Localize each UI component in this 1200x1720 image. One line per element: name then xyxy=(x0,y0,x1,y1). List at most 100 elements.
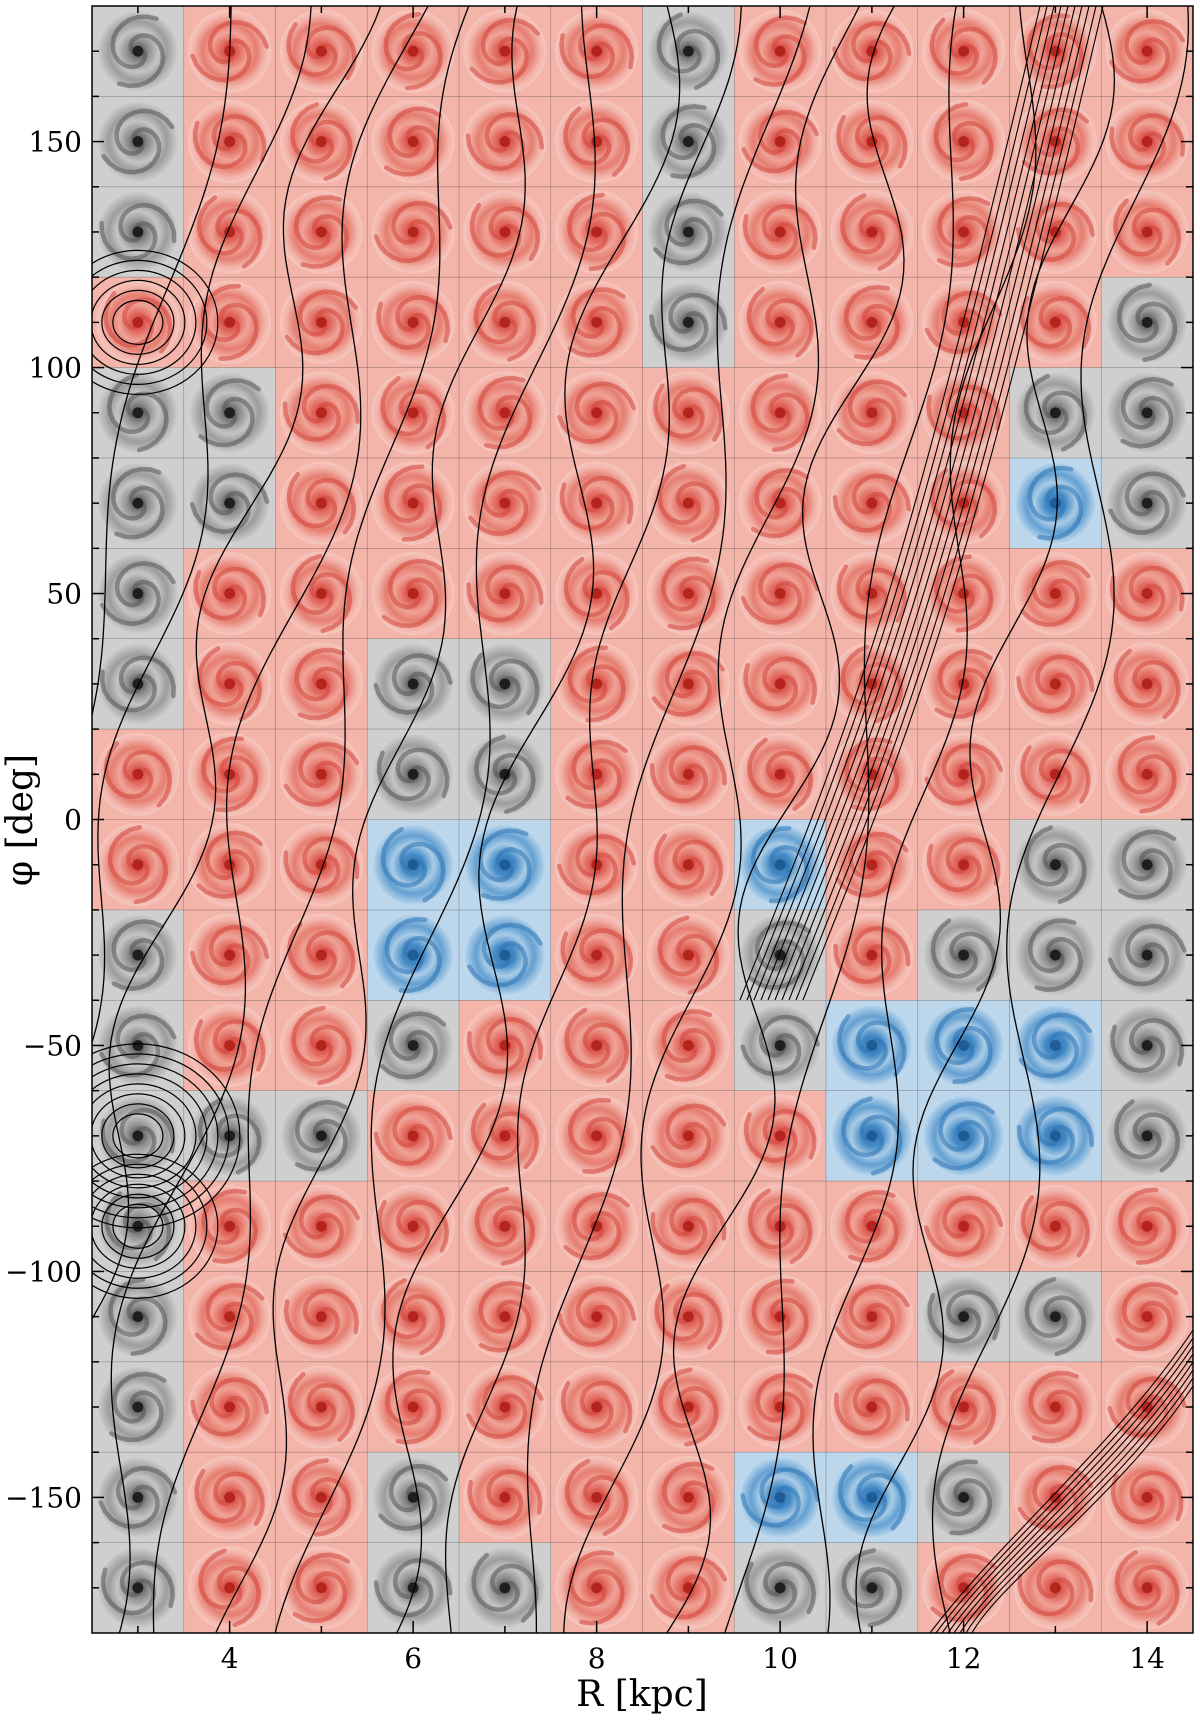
contour-line xyxy=(953,1361,1193,1633)
contour-line xyxy=(941,1345,1193,1633)
heatmap-cell xyxy=(1009,819,1102,910)
heatmap-cell xyxy=(183,729,276,820)
heatmap-cell xyxy=(917,638,1010,730)
heatmap-cell xyxy=(275,1271,368,1362)
contour-lines xyxy=(92,6,1193,1633)
contour-line xyxy=(92,1153,219,1299)
heatmap-cell xyxy=(917,1452,1010,1543)
heatmap-cell xyxy=(550,6,643,97)
heatmap-cell xyxy=(642,1181,735,1272)
heatmap-cell xyxy=(92,367,184,458)
heatmap-cell xyxy=(1009,1000,1102,1091)
y-tick-label: −150 xyxy=(5,1481,82,1514)
heatmap-cell xyxy=(550,909,643,1001)
contour-line xyxy=(774,6,1076,1001)
heatmap-cell xyxy=(367,277,459,368)
heatmap-cell xyxy=(826,96,918,187)
contour-line xyxy=(92,1083,197,1189)
contour-line xyxy=(959,1369,1193,1633)
heatmap-cell xyxy=(550,1361,643,1453)
heatmap-cell xyxy=(367,96,459,187)
contour-line xyxy=(92,279,186,365)
x-axis-label: R [kpc] xyxy=(576,1674,708,1715)
heatmap-cell xyxy=(459,367,551,458)
heatmap-cell xyxy=(459,548,551,639)
heatmap-cell xyxy=(826,819,918,910)
contour-line xyxy=(931,6,1189,1633)
contour-line xyxy=(92,1093,186,1179)
heatmap-cell xyxy=(917,819,1010,910)
heatmap-cell xyxy=(642,367,735,458)
heatmap-cell xyxy=(1009,186,1102,278)
heatmap-cell xyxy=(642,277,735,368)
heatmap-cell xyxy=(550,729,643,820)
heatmap-cell xyxy=(1101,277,1193,368)
heatmap-cell xyxy=(734,186,826,278)
heatmap-cell xyxy=(734,457,826,549)
heatmap-cell xyxy=(1009,457,1102,549)
heatmap-cell xyxy=(642,909,735,1001)
heatmap-cell xyxy=(92,186,184,278)
heatmap-cell xyxy=(1101,457,1193,549)
heatmap-cell xyxy=(826,457,918,549)
heatmap-cell xyxy=(642,1542,735,1633)
heatmap-cell xyxy=(826,1000,918,1091)
heatmap-cell xyxy=(642,6,735,97)
contour-line xyxy=(274,6,596,1633)
heatmap-cell xyxy=(459,729,551,820)
heatmap-cell xyxy=(367,6,459,97)
heatmap-cell xyxy=(92,277,184,368)
heatmap-cell xyxy=(92,1271,184,1362)
y-tick-label: −50 xyxy=(23,1029,82,1062)
contour-line xyxy=(788,6,1090,1001)
contour-line xyxy=(112,1113,164,1159)
contour-line xyxy=(812,6,1037,1633)
heatmap-cell xyxy=(1101,638,1193,730)
heatmap-cell xyxy=(92,457,184,549)
contour-line xyxy=(802,6,1104,1001)
heatmap-cell xyxy=(1009,1090,1102,1182)
heatmap-cell xyxy=(183,457,276,549)
heatmap-cell xyxy=(550,457,643,549)
y-axis: 150 100 50 0 −50 −100 −150 xyxy=(5,50,1193,1589)
heatmap-cell xyxy=(1101,729,1193,820)
heatmap-cell xyxy=(92,6,184,97)
heatmap-cell xyxy=(734,367,826,458)
heatmap-cell xyxy=(550,1181,643,1272)
contour-line xyxy=(526,6,811,1633)
heatmap-cell xyxy=(1009,6,1102,97)
heatmap-cell xyxy=(1101,1000,1193,1091)
heatmap-cell xyxy=(1101,367,1193,458)
heatmap-cell xyxy=(459,909,551,1001)
x-tick-label: 8 xyxy=(588,1642,606,1675)
heatmap-cell xyxy=(183,1542,276,1633)
contour-line xyxy=(929,1329,1193,1633)
contour-line xyxy=(781,6,1083,1001)
contour-line xyxy=(92,1163,208,1289)
heatmap-cell xyxy=(275,548,368,639)
heatmap-cell xyxy=(1101,186,1193,278)
heatmap-cell xyxy=(275,1361,368,1453)
heatmap-cell xyxy=(92,1361,184,1453)
contour-line xyxy=(724,6,957,1633)
heatmap-cell xyxy=(734,1542,826,1633)
heatmap-cell xyxy=(826,1271,918,1362)
x-tick-label: 14 xyxy=(1129,1642,1165,1675)
heatmap-cell xyxy=(275,638,368,730)
heatmap-cell xyxy=(642,1452,735,1543)
heatmap-cell xyxy=(92,1000,184,1091)
heatmap-cell xyxy=(917,729,1010,820)
heatmap-cell xyxy=(917,909,1010,1001)
heatmap-cell xyxy=(826,1181,918,1272)
y-tick-label: 0 xyxy=(64,804,82,837)
heatmap-cell xyxy=(642,638,735,730)
heatmap-cell xyxy=(642,1000,735,1091)
heatmap-cell xyxy=(734,1090,826,1182)
y-tick-label: 100 xyxy=(29,352,82,385)
heatmap-cell xyxy=(459,6,551,97)
heatmap-cell xyxy=(367,1542,459,1633)
heatmap-cell xyxy=(459,457,551,549)
contour-line xyxy=(971,1385,1193,1633)
heatmap-cell xyxy=(367,909,459,1001)
